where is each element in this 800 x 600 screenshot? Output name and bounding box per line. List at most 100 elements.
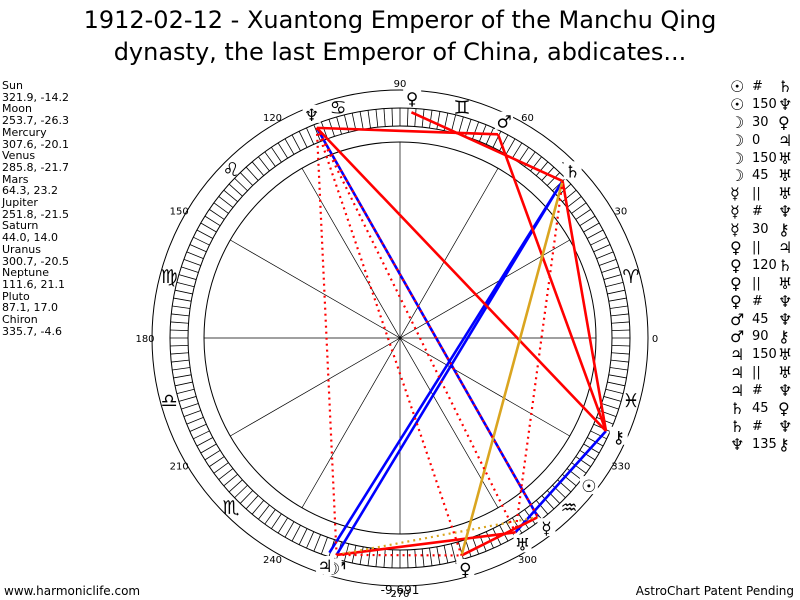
aspect-planet-1-icon: ♀ (730, 273, 742, 293)
footer-website: www.harmoniclife.com (4, 584, 141, 598)
degree-tick (313, 124, 321, 142)
aspect-row: ♀ || ♅ (728, 273, 800, 293)
aspect-planet-2-icon: ⚷ (778, 434, 790, 454)
degree-tick (351, 545, 357, 564)
degree-tick (277, 517, 288, 534)
planet-position-list: Sun 321.9, -14.2 Moon 253.7, -26.3 Mercu… (2, 80, 69, 337)
degree-tick (234, 484, 248, 499)
planet-name: Moon (2, 102, 32, 116)
degree-tick (218, 468, 234, 480)
aspect-planet-2-icon: ♀ (778, 112, 790, 132)
aspect-line (410, 111, 564, 183)
aspect-symbol: 30 (752, 222, 769, 238)
aspect-planet-2-icon: ♅ (778, 184, 793, 204)
degree-tick (450, 543, 457, 562)
degree-tick (181, 403, 199, 410)
aspect-planet-1-icon: ☉ (730, 94, 745, 114)
aspect-planet-1-icon: ☿ (730, 220, 740, 240)
degree-tick (391, 108, 394, 127)
degree-tick (518, 147, 529, 163)
planet-name: Neptune (2, 266, 50, 280)
degree-tick (320, 121, 328, 139)
degree-tick (375, 548, 379, 567)
planet-coords: 307.6, -20.1 (2, 137, 69, 151)
degree-tick (579, 215, 596, 226)
planet-coords: 335.7, -4.6 (2, 324, 62, 338)
planet-coords: 64.3, 23.2 (2, 184, 58, 198)
degree-tick (611, 344, 630, 347)
degree-tick (607, 381, 626, 387)
aspect-row: ♃ || ♅ (728, 364, 800, 382)
aspect-row: ♀ || ♃ (728, 239, 800, 257)
planet-glyph-bg (609, 426, 628, 445)
degree-tick (271, 147, 282, 163)
aspect-row: ☽ 150 ♅ (728, 148, 800, 168)
aspect-row: ♄ # ♆ (728, 418, 800, 436)
chart-title: 1912-02-12 - Xuantong Emperor of the Man… (0, 4, 800, 68)
aspect-row: ☉ # ♄ (728, 78, 800, 96)
planet-glyph-bg (316, 555, 335, 574)
aspect-line (496, 133, 608, 432)
degree-tick (535, 500, 549, 515)
degree-tick (575, 209, 591, 220)
aspect-symbol: 45 (752, 168, 769, 184)
zodiac-sign-icon: ♈ (622, 266, 639, 288)
degree-label: 0 (652, 334, 658, 345)
aspect-line (328, 180, 564, 554)
aspect-row: ☿ || ♅ (728, 185, 800, 203)
venus-icon: ♀ (459, 560, 471, 580)
degree-tick (406, 108, 409, 127)
aspect-symbol: 150 (752, 347, 777, 363)
aspect-symbol: 30 (752, 114, 769, 130)
degree-tick (306, 127, 315, 145)
planet-coords: 285.8, -21.7 (2, 160, 69, 174)
degree-tick (298, 528, 308, 545)
degree-label: 30 (614, 207, 627, 218)
degree-tick (499, 134, 509, 152)
degree-label: 120 (263, 113, 282, 124)
aspect-line (336, 553, 462, 557)
degree-tick (176, 388, 195, 395)
degree-tick (414, 108, 417, 127)
degree-tick (284, 521, 295, 538)
degree-tick (271, 513, 282, 529)
zodiac-sign-icon: ♌ (222, 159, 239, 181)
degree-tick (200, 443, 217, 454)
zodiac-sign-icon: ♎ (161, 390, 178, 412)
degree-tick (172, 367, 191, 371)
planet-glyph-bg (579, 476, 598, 495)
aspect-line (315, 127, 539, 518)
footer-patent: AstroChart Patent Pending (635, 584, 794, 598)
planet-coords: 321.9, -14.2 (2, 90, 69, 104)
jupiter-icon: ♃ (317, 557, 332, 577)
sun-icon: ☉ (581, 477, 596, 497)
zodiac-sign-icon: ♓ (622, 390, 639, 412)
title-line-2: dynasty, the last Emperor of China, abdi… (113, 38, 687, 66)
degree-tick (291, 524, 301, 542)
aspect-planet-1-icon: ☽ (730, 112, 745, 132)
degree-tick (485, 127, 494, 145)
zodiac-sign-icon: ♊ (453, 97, 470, 119)
degree-tick (209, 209, 225, 220)
aspect-symbol: 150 (752, 96, 777, 112)
degree-label: 330 (611, 462, 630, 473)
degree-tick (571, 462, 587, 474)
planet-coords: 253.7, -26.3 (2, 114, 69, 128)
planet-name: Jupiter (2, 196, 38, 210)
aspect-planet-1-icon: ☉ (730, 77, 745, 96)
aspect-row: ☽ 30 ♀ (728, 112, 800, 132)
degree-tick (228, 183, 243, 197)
degree-tick (421, 548, 425, 567)
degree-tick (596, 251, 614, 259)
bottom-value: -9,691 (381, 583, 420, 597)
degree-tick (174, 289, 193, 295)
uranus-icon: ♅ (515, 535, 530, 555)
planet-name: Mars (2, 172, 29, 186)
degree-tick (590, 236, 607, 246)
aspect-row: ♆ 135 ⚷ (728, 434, 800, 454)
planet-name: Uranus (2, 242, 41, 256)
degree-tick (458, 116, 464, 135)
degree-tick (251, 500, 265, 515)
degree-tick (443, 545, 449, 564)
aspect-planet-2-icon: ♅ (778, 148, 793, 168)
